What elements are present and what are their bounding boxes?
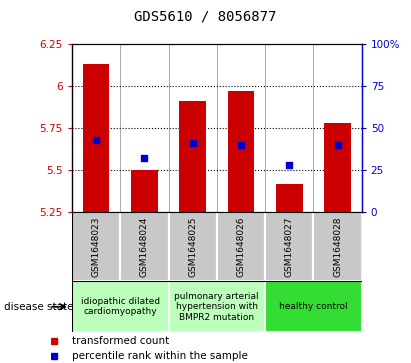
Bar <box>169 212 217 281</box>
Text: GDS5610 / 8056877: GDS5610 / 8056877 <box>134 9 277 23</box>
Bar <box>72 281 169 332</box>
Bar <box>120 212 169 281</box>
Point <box>93 137 99 143</box>
Point <box>334 142 341 148</box>
Text: GSM1648027: GSM1648027 <box>285 217 294 277</box>
Point <box>189 140 196 146</box>
Bar <box>276 184 302 212</box>
Text: idiopathic dilated
cardiomyopathy: idiopathic dilated cardiomyopathy <box>81 297 160 317</box>
Text: GSM1648023: GSM1648023 <box>92 217 101 277</box>
Text: healthy control: healthy control <box>279 302 348 311</box>
Bar <box>265 212 314 281</box>
Bar <box>324 123 351 212</box>
Text: disease state: disease state <box>4 302 74 312</box>
Text: GSM1648026: GSM1648026 <box>236 217 245 277</box>
Text: GSM1648024: GSM1648024 <box>140 217 149 277</box>
Text: transformed count: transformed count <box>72 336 169 346</box>
Bar <box>314 212 362 281</box>
Text: GSM1648028: GSM1648028 <box>333 217 342 277</box>
Point <box>286 162 293 168</box>
Bar <box>228 91 254 212</box>
Bar <box>131 170 158 212</box>
Bar <box>83 64 109 212</box>
Point <box>238 142 244 148</box>
Bar <box>265 281 362 332</box>
Bar <box>217 212 265 281</box>
Bar <box>179 101 206 212</box>
Bar <box>169 281 265 332</box>
Text: pulmonary arterial
hypertension with
BMPR2 mutation: pulmonary arterial hypertension with BMP… <box>175 292 259 322</box>
Text: percentile rank within the sample: percentile rank within the sample <box>72 351 247 361</box>
Bar <box>72 212 120 281</box>
Text: GSM1648025: GSM1648025 <box>188 217 197 277</box>
Point <box>141 155 148 161</box>
